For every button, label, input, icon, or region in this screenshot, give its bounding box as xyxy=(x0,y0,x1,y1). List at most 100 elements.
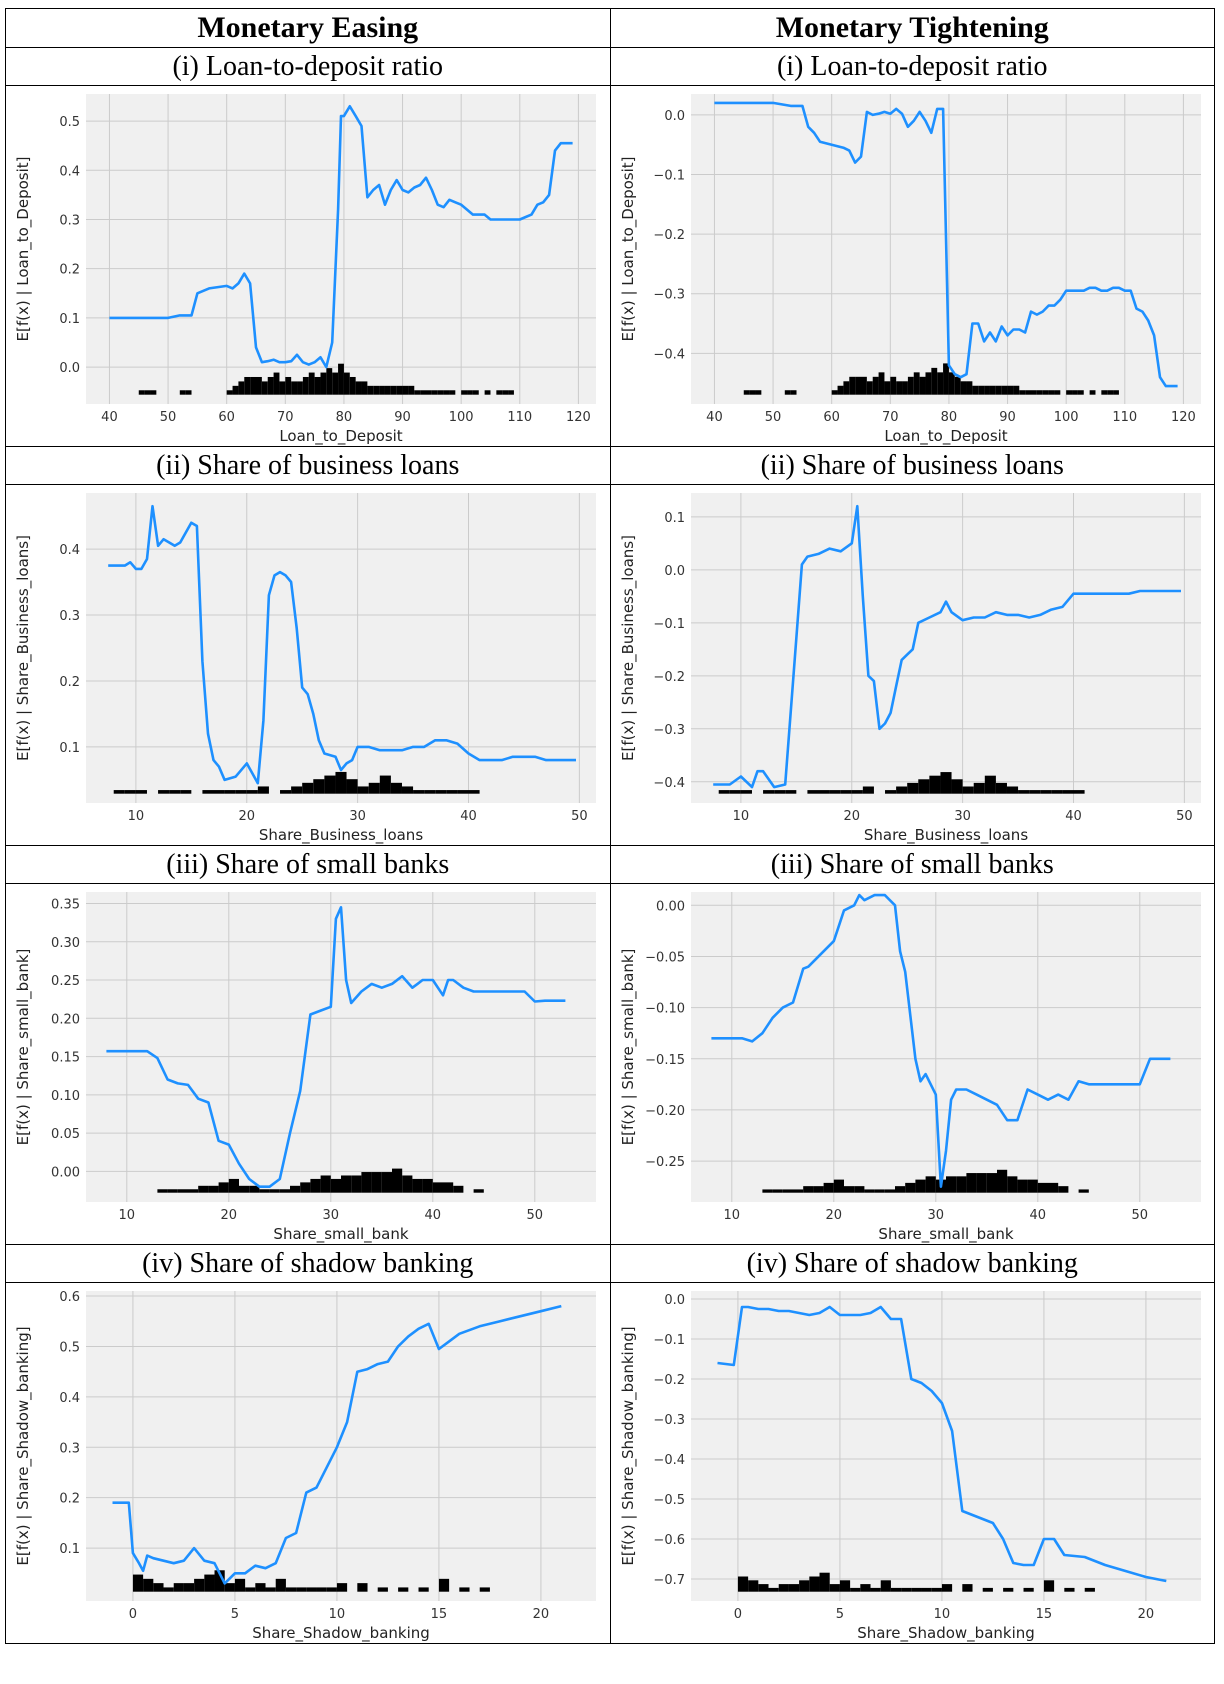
histogram-bar xyxy=(1006,786,1018,794)
histogram-bar xyxy=(324,775,336,794)
chart-tightening-shadow-banking: 0 5 10 15 20 0.0 −0.1 −0.2 −0.3 −0.4 −0.5 −0.6 −0.7 S… xyxy=(619,1291,1201,1643)
histogram-bar xyxy=(989,385,996,395)
histogram-bar xyxy=(379,385,385,395)
histogram-bar xyxy=(373,385,380,395)
y-tick-label: −0.25 xyxy=(645,1155,685,1170)
histogram-bar xyxy=(948,372,955,395)
x-tick-label: 15 xyxy=(1035,1607,1052,1622)
histogram-bar xyxy=(361,1172,372,1193)
histogram-bar xyxy=(163,1587,174,1592)
histogram-bar xyxy=(778,1584,789,1592)
histogram-bar xyxy=(285,1587,297,1592)
x-tick-label: 10 xyxy=(732,809,749,824)
histogram-bar xyxy=(194,1578,205,1592)
histogram-bar xyxy=(995,385,1002,395)
histogram-bar xyxy=(157,1189,168,1193)
histogram-bar xyxy=(169,790,181,794)
histogram-bar xyxy=(180,790,192,794)
x-tick-label: 30 xyxy=(954,809,971,824)
x-axis-label: Loan_to_Deposit xyxy=(884,427,1007,446)
plot-cell-tightening-ltd: 40 50 60 70 80 90 100 110 120 0.0 −0.1 −0.2 −0.3 −0.4… xyxy=(609,85,1215,447)
y-axis-label: E[f(x) | Share_Business_loans] xyxy=(619,535,638,761)
x-tick-label: 100 xyxy=(1053,410,1078,425)
histogram-bar xyxy=(357,786,369,794)
histogram-bar xyxy=(872,376,879,395)
y-tick-label: −0.1 xyxy=(653,617,685,632)
histogram-bar xyxy=(473,1189,484,1193)
histogram-bar xyxy=(468,790,480,794)
histogram-bar xyxy=(1050,790,1062,794)
y-tick-label: 0.1 xyxy=(664,511,685,526)
histogram-bar xyxy=(1027,1179,1038,1193)
histogram-bar xyxy=(177,1189,188,1193)
plot-cell-tightening-shadow: 0 5 10 15 20 0.0 −0.1 −0.2 −0.3 −0.4 −0.5 −0.6 −0.7 S… xyxy=(609,1282,1215,1644)
y-axis-label: E[f(x) | Share_Shadow_banking] xyxy=(619,1326,638,1565)
plot-background xyxy=(690,1291,1201,1601)
panel-title-easing-shadow: (iv) Share of shadow banking xyxy=(5,1244,611,1283)
y-tick-label: 0.3 xyxy=(59,609,80,624)
histogram-bar xyxy=(1106,390,1113,395)
histogram-bar xyxy=(218,1182,229,1193)
histogram-bar xyxy=(954,376,961,395)
histogram-bar xyxy=(302,782,314,794)
panel-title-tightening-business: (ii) Share of business loans xyxy=(609,446,1215,485)
histogram-bar xyxy=(308,372,315,395)
histogram-bar xyxy=(849,1587,860,1592)
histogram-bar xyxy=(995,782,1007,794)
histogram-bar xyxy=(802,1186,813,1193)
histogram-bar xyxy=(234,1578,246,1592)
histogram-bar xyxy=(1017,790,1029,794)
histogram-bar xyxy=(467,390,473,395)
histogram-bar xyxy=(280,790,292,794)
histogram-bar xyxy=(245,1587,256,1592)
histogram-bar xyxy=(1063,1587,1075,1592)
x-axis-label: Share_Business_loans xyxy=(863,826,1027,845)
x-axis-label: Share_Business_loans xyxy=(259,826,423,845)
column-header-tightening: Monetary Tightening xyxy=(609,8,1215,48)
histogram-bar xyxy=(259,1189,270,1193)
histogram-bar xyxy=(332,372,339,395)
histogram-bar xyxy=(379,775,391,794)
histogram-bar xyxy=(961,1584,973,1592)
chart-easing-shadow-banking: 0 5 10 15 20 0.1 0.2 0.3 0.4 0.5 0.6 Share_Shadow_b… xyxy=(14,1290,596,1643)
histogram-bar xyxy=(907,376,914,395)
x-tick-label: 60 xyxy=(823,410,840,425)
x-axis-label: Share_Shadow_banking xyxy=(252,1624,430,1643)
histogram-bar xyxy=(1053,390,1060,395)
x-tick-label: 0 xyxy=(733,1607,741,1622)
histogram-bar xyxy=(843,1186,854,1193)
x-tick-label: 40 xyxy=(460,809,477,824)
histogram-bar xyxy=(740,790,752,794)
histogram-bar xyxy=(208,1185,219,1193)
y-tick-label: 0.6 xyxy=(59,1290,80,1305)
histogram-bar xyxy=(173,1583,184,1592)
x-tick-label: 70 xyxy=(277,410,294,425)
histogram-bar xyxy=(338,363,344,395)
histogram-bar xyxy=(983,385,990,395)
histogram-bar xyxy=(158,790,170,794)
histogram-bar xyxy=(426,390,432,395)
histogram-bar xyxy=(367,385,374,395)
histogram-bar xyxy=(863,1189,875,1193)
y-tick-label: −0.3 xyxy=(653,1413,685,1428)
histogram-bar xyxy=(401,786,414,794)
x-tick-label: 10 xyxy=(723,1208,740,1223)
x-tick-label: 10 xyxy=(128,809,145,824)
x-tick-label: 50 xyxy=(571,809,588,824)
x-tick-label: 80 xyxy=(940,410,957,425)
histogram-bar xyxy=(866,381,873,395)
histogram-bar xyxy=(326,1587,337,1592)
histogram-bar xyxy=(917,779,929,794)
histogram-bar xyxy=(320,372,327,395)
x-tick-label: 30 xyxy=(323,1208,340,1223)
histogram-bar xyxy=(962,786,974,794)
histogram-bar xyxy=(179,390,186,395)
histogram-bar xyxy=(842,381,849,395)
histogram-bar xyxy=(889,376,896,395)
x-tick-label: 20 xyxy=(1137,1607,1154,1622)
x-tick-label: 90 xyxy=(999,410,1016,425)
histogram-bar xyxy=(900,1587,911,1592)
x-tick-label: 10 xyxy=(329,1607,346,1622)
histogram-bar xyxy=(1065,390,1072,395)
histogram-bar xyxy=(792,1189,803,1193)
